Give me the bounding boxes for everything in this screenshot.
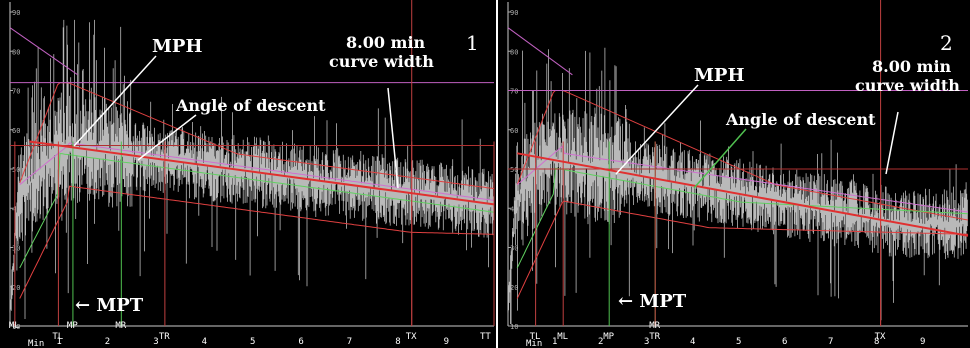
y-tick-label: 80 — [12, 48, 20, 56]
x-tick-label: 7 — [828, 337, 833, 347]
angle-pointer — [137, 114, 197, 161]
envelope-lower — [516, 200, 968, 299]
mph-annotation: MPH — [694, 65, 744, 86]
curve-width-pointer — [885, 111, 899, 175]
marker-label-ml: ML — [557, 332, 568, 342]
envelope-magenta — [19, 142, 495, 201]
x-axis-unit-label: Min — [28, 339, 44, 348]
chart-panel-2: 90 80 70 60 50 40 30 20 10 1 2 3 4 5 6 7 8 9 Min TL ML MP MR TR… — [498, 0, 970, 348]
marker-label-tr: TR — [649, 332, 660, 342]
marker-label-mp: MP — [67, 321, 78, 331]
envelope-lower — [19, 185, 494, 299]
x-tick-label: 9 — [444, 337, 449, 347]
curve-width-annotation-line1: 8.00 min — [346, 33, 426, 52]
marker-label-tl: TL — [52, 332, 63, 342]
x-tick-label: 6 — [782, 337, 787, 347]
mph-annotation: MPH — [152, 36, 202, 57]
chart-plot-1: 90 80 70 60 50 40 30 20 10 1 2 3 4 5 6 7 8 9 Min ML TL MP MR TR… — [9, 0, 495, 348]
x-tick-label: 2 — [105, 337, 110, 347]
envelope-magenta — [516, 145, 969, 213]
x-tick-label: 3 — [153, 337, 158, 347]
marker-label-mp: MP — [603, 332, 614, 342]
envelope-mid — [516, 167, 969, 269]
y-tick-label: 60 — [12, 127, 20, 135]
y-tick-label: 70 — [12, 88, 20, 96]
mph-pointer — [615, 84, 699, 175]
chart-panel-1: 90 80 70 60 50 40 30 20 10 1 2 3 4 5 6 7 8 9 Min ML TL MP MR TR… — [0, 0, 496, 348]
x-tick-label: 1 — [552, 337, 557, 347]
curve-width-pointer — [387, 87, 399, 189]
marker-label-mr: MR — [649, 321, 660, 331]
x-tick-label: 2 — [598, 337, 603, 347]
y-tick-label: 80 — [510, 48, 518, 56]
descent-line — [517, 152, 969, 237]
diagonal-guide — [507, 27, 573, 76]
envelope-upper — [19, 82, 495, 190]
marker-label-tt: TT — [480, 332, 491, 342]
y-tick-label: 30 — [12, 245, 20, 253]
y-tick-label: 50 — [12, 166, 20, 174]
curve-width-annotation-line2: curve width — [329, 52, 434, 71]
angle-annotation: Angle of descent — [725, 110, 876, 129]
y-tick-label: 40 — [12, 205, 20, 213]
panel-number: 1 — [466, 31, 479, 55]
marker-label-tx: TX — [875, 332, 886, 342]
marker-label-ml: ML — [9, 321, 20, 331]
marker-label-tr: TR — [159, 332, 170, 342]
y-tick-label: 60 — [510, 127, 518, 135]
x-tick-label: 7 — [347, 337, 352, 347]
x-axis-unit-label: Min — [526, 339, 542, 348]
y-tick-label: 20 — [510, 284, 518, 292]
curve-width-annotation-line2: curve width — [855, 76, 960, 95]
x-tick-label: 4 — [690, 337, 695, 347]
y-tick-label: 50 — [510, 166, 518, 174]
x-tick-label: 1 — [56, 337, 61, 347]
y-tick-label: 90 — [12, 9, 20, 17]
y-tick-label: 70 — [510, 88, 518, 96]
curve-width-annotation-line1: 8.00 min — [872, 57, 952, 76]
mpt-annotation: ← MPT — [75, 295, 144, 316]
descent-line — [29, 140, 495, 206]
y-tick-label: 20 — [12, 284, 20, 292]
y-tick-label: 90 — [510, 9, 518, 17]
marker-label-tl: TL — [530, 332, 541, 342]
angle-annotation: Angle of descent — [175, 96, 326, 115]
x-tick-label: 8 — [395, 337, 400, 347]
x-tick-label: 3 — [644, 337, 649, 347]
mph-pointer — [73, 55, 157, 147]
y-tick-label: 10 — [12, 323, 20, 331]
envelope-mid — [19, 152, 495, 269]
envelope-upper — [516, 90, 969, 221]
marker-label-mr: MR — [115, 321, 126, 331]
y-tick-label: 30 — [510, 245, 518, 253]
mpt-annotation: ← MPT — [618, 291, 687, 312]
panel-number: 2 — [940, 31, 953, 55]
diagonal-guide — [9, 27, 79, 76]
x-tick-label: 5 — [250, 337, 255, 347]
x-tick-label: 8 — [874, 337, 879, 347]
x-tick-label: 6 — [298, 337, 303, 347]
marker-label-tx: TX — [406, 332, 417, 342]
x-tick-label: 4 — [202, 337, 207, 347]
angle-pointer — [693, 128, 747, 189]
x-tick-label: 5 — [736, 337, 741, 347]
y-tick-label: 10 — [510, 323, 518, 331]
x-tick-label: 9 — [920, 337, 925, 347]
